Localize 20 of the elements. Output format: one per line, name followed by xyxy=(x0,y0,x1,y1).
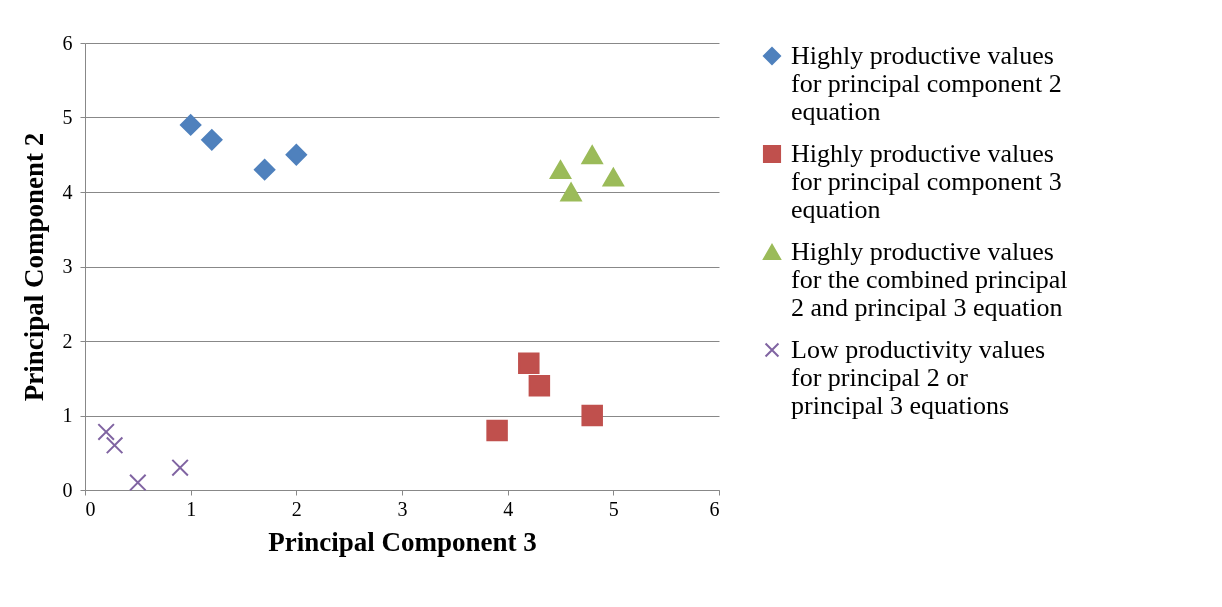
y-tick-label: 4 xyxy=(62,180,73,203)
y-tick-label: 2 xyxy=(62,329,73,352)
legend-label: Highly productive values for the combined principal 2 and principal 3 equation xyxy=(791,237,1068,322)
y-tick-label: 3 xyxy=(62,255,73,277)
y-tick-label: 6 xyxy=(62,31,73,54)
y-tick-label: 0 xyxy=(62,478,73,501)
y-axis-title: Principal Component 2 xyxy=(18,132,49,402)
legend-label: Highly productive values for principal component 3 equation xyxy=(791,139,1062,224)
legend-label: Low productivity values for principal 2 or principal 3 equations xyxy=(791,335,1046,420)
legend-label: Highly productive values for principal component 2 equation xyxy=(791,41,1062,126)
x-tick-label: 0 xyxy=(85,497,96,520)
x-tick-label: 6 xyxy=(709,497,720,520)
x-tick-label: 1 xyxy=(186,497,197,520)
x-tick-label: 2 xyxy=(291,497,302,520)
x-axis-title: Principal Component 3 xyxy=(268,526,537,557)
x-tick-label: 3 xyxy=(397,497,408,520)
y-tick-label: 1 xyxy=(62,404,73,426)
y-tick-label: 5 xyxy=(62,106,73,128)
x-tick-label: 4 xyxy=(503,497,514,520)
x-tick-label: 5 xyxy=(608,497,619,520)
